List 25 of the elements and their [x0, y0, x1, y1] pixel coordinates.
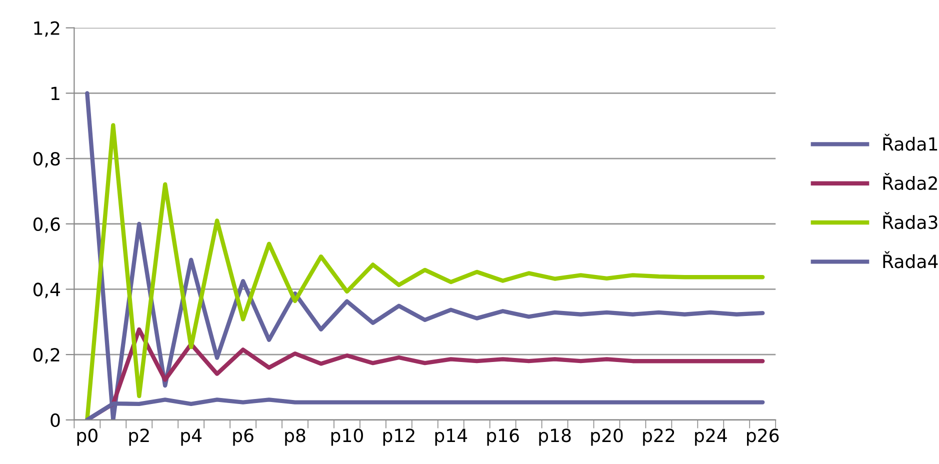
x-tick-label: p6 [233, 428, 254, 446]
legend-label: Řada2 [883, 172, 937, 190]
x-tick-label: p14 [435, 428, 468, 446]
y-tick-label: 0 [50, 413, 60, 428]
y-tick-label: 1,2 [34, 21, 60, 37]
y-tick-label: 0,2 [33, 348, 60, 364]
y-tick-label: 1 [51, 86, 60, 100]
x-tick-label: p16 [487, 428, 519, 446]
x-tick-label: p18 [539, 428, 571, 446]
x-tick-label: p26 [747, 428, 779, 446]
y-tick-label: 0,4 [33, 282, 60, 298]
legend-label: Řada3 [883, 212, 938, 230]
legend-label: Řada4 [883, 251, 938, 268]
x-tick-label: p24 [695, 428, 727, 446]
x-tick-label: p2 [129, 428, 149, 446]
x-tick-label: p4 [181, 428, 202, 446]
x-tick-label: p20 [591, 428, 623, 446]
x-tick-label: p10 [331, 428, 363, 446]
x-tick-label: p0 [77, 428, 98, 446]
x-tick-label: p12 [383, 428, 414, 446]
x-tick-label: p8 [285, 428, 306, 446]
y-tick-label: 0,6 [33, 217, 60, 233]
x-tick-label: p22 [643, 428, 674, 446]
y-tick-label: 0,8 [33, 152, 60, 168]
legend-label: Řada1 [883, 134, 938, 151]
